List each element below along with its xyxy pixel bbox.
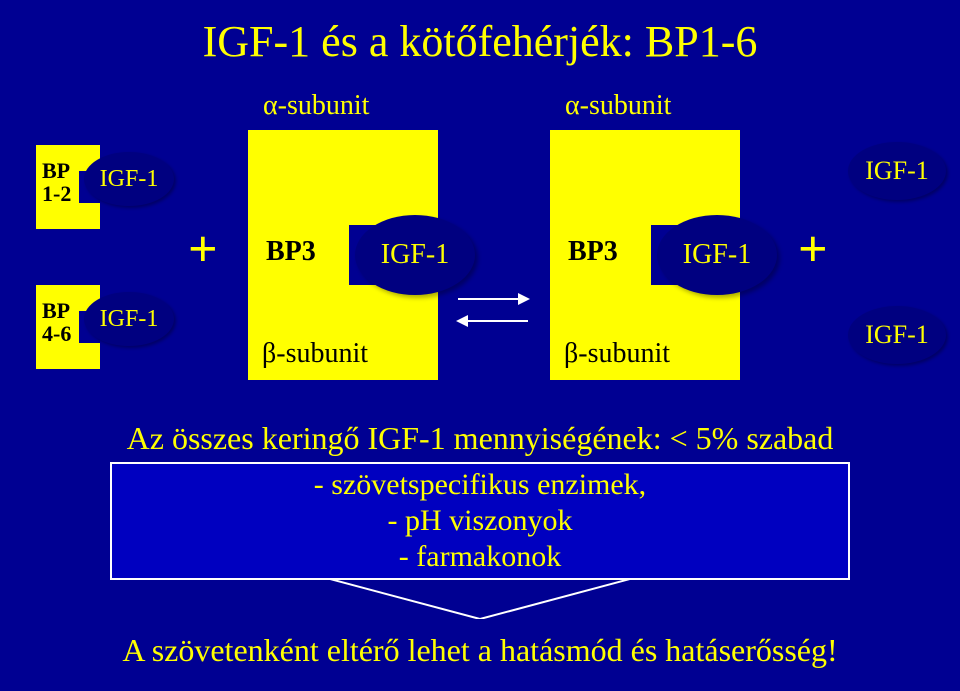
bp3-label-left: BP3 [266,236,316,268]
bp3-label-right: BP3 [568,236,618,268]
igf-ellipse-big-right: IGF-1 [657,215,777,295]
free-fraction-text: Az összes keringő IGF-1 mennyiségének: <… [0,420,960,457]
igf-ellipse-free-top: IGF-1 [848,142,946,200]
factors-line-3: - farmakonok [399,539,561,575]
arrow-right [458,298,528,300]
factors-line-2: - pH viszonyok [388,503,573,539]
bp-4-6-label: BP 4-6 [42,299,71,345]
beta-label-left: β-subunit [262,338,368,370]
equilibrium-arrows [453,290,533,340]
factors-line-1: - szövetspecifikus enzimek, [314,467,646,503]
arrow-left [458,320,528,322]
factors-box: - szövetspecifikus enzimek, - pH viszony… [110,462,850,580]
alpha-label-right: α-subunit [550,90,740,122]
igf-ellipse-big-left: IGF-1 [355,215,475,295]
igf-ellipse-small-top: IGF-1 [84,152,174,206]
page-title: IGF-1 és a kötőfehérjék: BP1-6 [0,16,960,67]
bp-1-2-label: BP 1-2 [42,159,71,205]
alpha-label-left: α-subunit [248,90,438,122]
plus-left: + [188,220,218,279]
igf-ellipse-small-bottom: IGF-1 [84,292,174,346]
diagram-area: BP 1-2 IGF-1 BP 4-6 IGF-1 + α-subunit BP… [0,90,960,390]
plus-right: + [798,220,828,279]
igf-ellipse-free-bottom: IGF-1 [848,306,946,364]
beta-label-right: β-subunit [564,338,670,370]
conclusion-text: A szövetenként eltérő lehet a hatásmód é… [0,632,960,669]
